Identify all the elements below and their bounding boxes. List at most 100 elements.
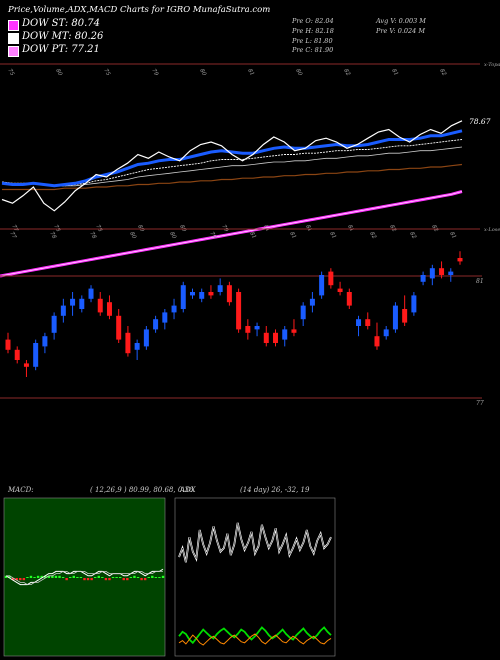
candle-body bbox=[365, 319, 371, 326]
candle-body bbox=[180, 285, 186, 309]
candle-body bbox=[429, 268, 435, 279]
legend-swatch-st bbox=[8, 20, 19, 31]
macd-histogram-bar bbox=[36, 575, 40, 578]
candle-body bbox=[356, 319, 362, 326]
ema-top-tick: 75 bbox=[6, 68, 15, 77]
ema-top-tick: 80 bbox=[198, 68, 207, 77]
macd-histogram-bar bbox=[122, 578, 125, 581]
candle-body bbox=[273, 332, 279, 343]
ema-slow-line bbox=[1, 146, 463, 187]
candle-body bbox=[337, 288, 343, 292]
candle-body bbox=[42, 336, 48, 347]
candle-body bbox=[291, 329, 297, 333]
macd-histogram-bar bbox=[97, 575, 100, 578]
macd-histogram-bar bbox=[133, 575, 136, 578]
candle-body bbox=[116, 315, 122, 340]
candle-body bbox=[70, 298, 76, 306]
macd-histogram-bar bbox=[29, 575, 33, 578]
macd-histogram-bar bbox=[26, 577, 29, 578]
macd-histogram-bar bbox=[101, 577, 104, 578]
adx-di-plus-core bbox=[178, 522, 332, 563]
ema-top-tick: 81 bbox=[390, 68, 399, 77]
macd-histogram-bar bbox=[140, 578, 143, 581]
macd-histogram-bar bbox=[61, 577, 65, 578]
macd-histogram-bar bbox=[118, 577, 122, 578]
macd-histogram-bar bbox=[51, 575, 54, 578]
candle-body bbox=[392, 305, 398, 330]
stat-avg-volume: Avg V: 0.003 M bbox=[376, 17, 426, 25]
macd-histogram-bar bbox=[76, 577, 79, 578]
page-header: Price,Volume,ADX,MACD Charts for IGRO Mu… bbox=[8, 5, 271, 15]
price-top-label: x-Loseta bbox=[484, 227, 500, 233]
ema-top-tick: 80 bbox=[54, 68, 63, 77]
legend-dow-st: DOW ST: 80.74 bbox=[22, 18, 101, 29]
legend-swatch-mt bbox=[8, 33, 19, 44]
macd-params: ( 12,26,9 ) 80.99, 80.68, 0.36 bbox=[90, 486, 194, 494]
macd-histogram-bar bbox=[161, 575, 165, 578]
candle-body bbox=[309, 298, 315, 306]
candle-body bbox=[88, 288, 94, 299]
candle-body bbox=[106, 302, 112, 316]
adx-di-minus-line bbox=[178, 626, 332, 645]
macd-histogram-bar bbox=[129, 577, 133, 578]
price-top-tick: 81 bbox=[288, 231, 297, 240]
macd-histogram-bar bbox=[19, 578, 22, 581]
stat-high: Pre H: 82.18 bbox=[292, 27, 334, 35]
ema-price-line bbox=[1, 120, 463, 212]
candle-body bbox=[374, 336, 380, 347]
candle-body bbox=[226, 285, 232, 303]
macd-histogram-bar bbox=[154, 577, 158, 578]
macd-histogram-bar bbox=[47, 575, 51, 578]
candle-body bbox=[254, 326, 260, 330]
macd-signal-line bbox=[6, 571, 163, 585]
candle-body bbox=[448, 271, 454, 275]
ema-top-tick: 80 bbox=[294, 68, 303, 77]
macd-label: MACD: bbox=[7, 486, 34, 494]
candle-body bbox=[383, 329, 389, 337]
macd-histogram-bar bbox=[22, 578, 26, 581]
legend-swatch-pt bbox=[8, 46, 19, 57]
macd-histogram-bar bbox=[79, 577, 83, 578]
candle-body bbox=[245, 326, 251, 333]
candle-body bbox=[346, 292, 352, 306]
macd-histogram-bar bbox=[108, 578, 111, 581]
price-top-tick: 82 bbox=[368, 231, 377, 240]
adx-strength-line bbox=[178, 633, 332, 646]
stat-close: Pre C: 81.90 bbox=[292, 46, 334, 54]
candle-body bbox=[14, 349, 20, 360]
candle-body bbox=[171, 305, 177, 313]
candle-body bbox=[319, 275, 325, 296]
price-top-tick: 81 bbox=[328, 231, 337, 240]
adx-params: (14 day) 26, -32, 19 bbox=[240, 486, 310, 494]
candle-body bbox=[189, 292, 195, 296]
price-top-tick: 78 bbox=[88, 231, 97, 240]
price-top-tick: 77 bbox=[8, 231, 17, 240]
price-top-tick: 78 bbox=[48, 231, 57, 240]
ema-top-tick: 81 bbox=[246, 68, 255, 77]
candle-body bbox=[457, 258, 463, 262]
stat-open: Pre O: 82.04 bbox=[292, 17, 334, 25]
candle-body bbox=[162, 312, 168, 323]
macd-histogram-bar bbox=[151, 575, 154, 578]
candle-body bbox=[439, 268, 445, 275]
macd-histogram-bar bbox=[33, 577, 36, 578]
ema-right-label: 78.67 bbox=[469, 117, 491, 126]
macd-histogram-bar bbox=[4, 575, 8, 578]
macd-histogram-bar bbox=[11, 578, 15, 581]
stat-low: Pre L: 81.80 bbox=[292, 37, 333, 45]
candle-body bbox=[153, 319, 159, 330]
candle-body bbox=[402, 309, 408, 323]
candle-body bbox=[125, 332, 131, 354]
macd-histogram-bar bbox=[83, 578, 86, 581]
candle-body bbox=[411, 295, 417, 313]
macd-histogram-bar bbox=[8, 575, 11, 578]
candle-body bbox=[5, 339, 11, 350]
macd-histogram-bar bbox=[115, 577, 118, 578]
macd-histogram-bar bbox=[111, 577, 115, 578]
candle-body bbox=[199, 292, 205, 299]
price-top-tick: 81 bbox=[448, 231, 457, 240]
ema-mid-line bbox=[1, 139, 463, 187]
candle-body bbox=[51, 315, 57, 333]
price-level-label: 77 bbox=[476, 400, 484, 407]
